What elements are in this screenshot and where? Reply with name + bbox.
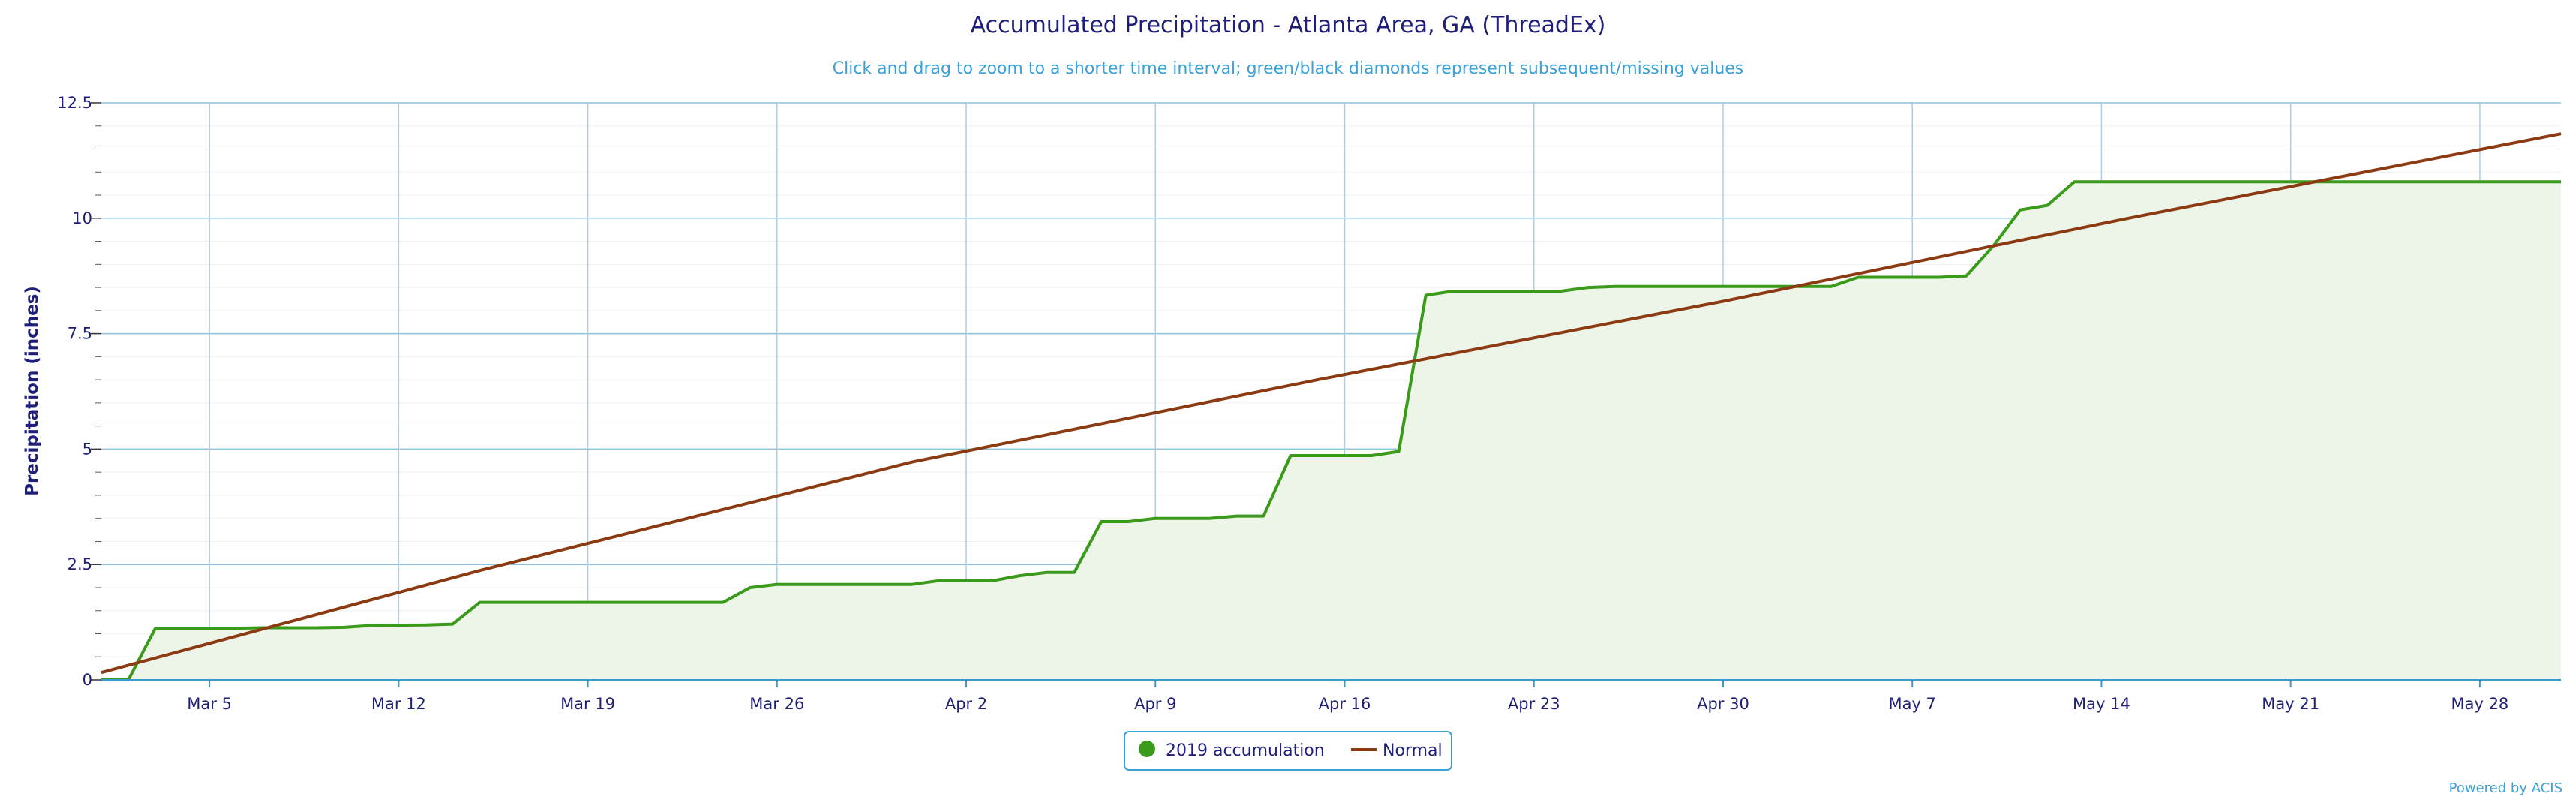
x-tick-label: Mar 19 xyxy=(560,695,615,713)
x-tick-label: Apr 30 xyxy=(1697,695,1749,713)
legend-marker-accumulation xyxy=(1139,741,1155,757)
x-axis-ticks: Mar 5 Mar 12 Mar 19 Mar 26 Apr 2 Apr 9 Apr 16 A… xyxy=(187,680,2508,713)
chart-title: Accumulated Precipitation - Atlanta Area… xyxy=(971,12,1606,38)
y-tick-label: 0 xyxy=(83,671,92,689)
x-tick-label: May 7 xyxy=(1888,695,1935,713)
x-tick-label: Mar 12 xyxy=(371,695,426,713)
x-tick-label: Apr 9 xyxy=(1134,695,1176,713)
series-area-accumulation xyxy=(101,182,2561,680)
y-tick-label: 7.5 xyxy=(68,325,92,343)
x-tick-label: May 28 xyxy=(2451,695,2508,713)
x-tick-label: Apr 23 xyxy=(1508,695,1560,713)
legend: 2019 accumulation Normal xyxy=(1124,731,1452,771)
x-tick-label: May 14 xyxy=(2073,695,2130,713)
y-tick-label: 10 xyxy=(72,209,92,227)
legend-label-normal: Normal xyxy=(1383,741,1443,760)
legend-label-accumulation: 2019 accumulation xyxy=(1166,741,1325,760)
series-line-normal xyxy=(101,132,2562,675)
y-tick-label: 5 xyxy=(83,440,92,458)
x-tick-label: May 21 xyxy=(2262,695,2319,713)
plot-area[interactable] xyxy=(101,132,2562,681)
chart-subtitle: Click and drag to zoom to a shorter time… xyxy=(833,59,1744,78)
credit-link[interactable]: Powered by ACIS xyxy=(2449,780,2562,796)
x-tick-label: Mar 5 xyxy=(187,695,232,713)
x-tick-label: Apr 2 xyxy=(945,695,987,713)
x-tick-label: Mar 26 xyxy=(749,695,804,713)
y-axis-title: Precipitation (inches) xyxy=(23,286,42,496)
legend-item-normal[interactable]: Normal xyxy=(1351,741,1443,760)
series-line-accumulation xyxy=(101,180,2561,681)
legend-item-accumulation[interactable]: 2019 accumulation xyxy=(1139,741,1325,760)
y-tick-label: 12.5 xyxy=(57,94,92,112)
x-tick-label: Apr 16 xyxy=(1319,695,1371,713)
y-axis-ticks: 0 2.5 5 7.5 10 12.5 xyxy=(57,94,101,689)
legend-box xyxy=(1124,731,1452,771)
y-tick-label: 2.5 xyxy=(68,555,92,573)
